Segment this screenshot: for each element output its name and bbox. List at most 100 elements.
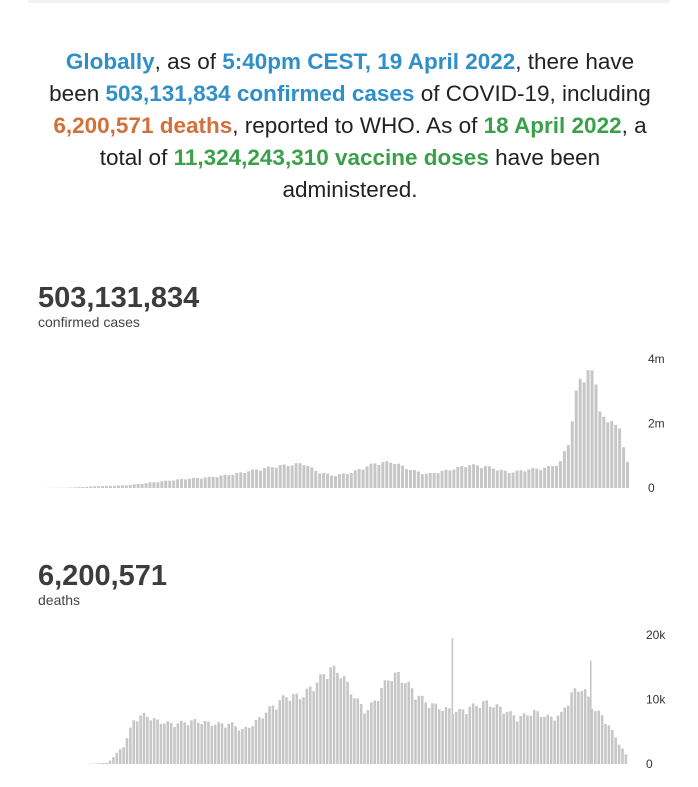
bar xyxy=(254,719,258,764)
bar xyxy=(210,725,214,764)
bar xyxy=(626,461,630,488)
bar xyxy=(491,468,495,488)
bar xyxy=(258,717,261,764)
bar xyxy=(594,384,598,488)
bar xyxy=(420,474,424,488)
bar xyxy=(434,703,438,764)
bar xyxy=(334,476,337,488)
bar xyxy=(339,678,343,764)
bar xyxy=(270,467,274,488)
bar xyxy=(555,465,558,488)
bar xyxy=(400,682,404,764)
bar xyxy=(109,485,112,488)
global-summary: Globally, as of 5:40pm CEST, 19 April 20… xyxy=(40,46,660,206)
bar xyxy=(532,709,536,764)
bar xyxy=(349,694,353,764)
bar xyxy=(306,465,310,488)
bar xyxy=(207,476,211,488)
bar xyxy=(278,700,281,764)
bar xyxy=(547,465,551,488)
bar xyxy=(578,378,582,488)
deaths-chart-svg: 0 10k 20k xyxy=(88,628,666,771)
bar xyxy=(502,713,505,764)
bar xyxy=(169,722,173,764)
bar xyxy=(480,468,483,488)
bar xyxy=(546,714,550,764)
summary-vaccine-date: 18 April 2022 xyxy=(483,113,622,138)
bar xyxy=(594,711,597,764)
bar xyxy=(146,716,149,764)
bar xyxy=(193,719,197,764)
bar xyxy=(115,752,119,764)
bar xyxy=(81,487,85,488)
bar xyxy=(89,486,93,488)
bar xyxy=(268,706,271,764)
bar xyxy=(148,482,152,488)
bar xyxy=(468,465,472,488)
bar xyxy=(590,708,594,764)
bar xyxy=(558,461,562,488)
bar xyxy=(244,726,248,764)
bar xyxy=(239,472,243,488)
bar xyxy=(606,422,610,488)
bar xyxy=(369,463,373,488)
bar xyxy=(302,465,306,488)
bar xyxy=(487,466,491,488)
bar xyxy=(286,466,290,488)
bar xyxy=(359,703,363,764)
bar xyxy=(365,466,369,488)
bar xyxy=(235,472,239,488)
bar xyxy=(460,466,464,488)
bar xyxy=(452,469,456,488)
bar xyxy=(230,722,234,764)
spike-bar xyxy=(589,660,592,764)
bar xyxy=(251,469,255,488)
bar xyxy=(288,700,292,764)
bar xyxy=(346,681,349,764)
bar xyxy=(262,468,266,488)
y-tick-label: 0 xyxy=(646,757,653,771)
bar xyxy=(531,468,535,488)
bar xyxy=(356,698,360,764)
bar xyxy=(526,715,529,764)
y-tick-label: 20k xyxy=(646,628,666,642)
bar xyxy=(274,467,278,488)
bar xyxy=(562,451,566,488)
bar xyxy=(191,477,195,488)
bar xyxy=(454,711,458,764)
bar xyxy=(483,466,487,488)
bar xyxy=(482,701,485,764)
cases-stat: 503,131,834 confirmed cases xyxy=(38,282,199,330)
bar xyxy=(342,676,346,764)
bar xyxy=(73,487,77,488)
bar xyxy=(461,709,465,764)
bar xyxy=(511,472,515,488)
bar xyxy=(152,718,156,764)
bar xyxy=(440,470,444,488)
bar xyxy=(234,726,237,764)
bar xyxy=(551,466,555,488)
bar xyxy=(353,470,357,488)
bar xyxy=(539,716,543,764)
bar xyxy=(553,720,556,764)
bar xyxy=(135,721,139,764)
bar xyxy=(485,700,489,764)
bar xyxy=(315,682,319,764)
bar xyxy=(495,470,499,488)
bar xyxy=(159,723,163,764)
bar xyxy=(393,464,397,488)
bar xyxy=(414,699,417,764)
bar xyxy=(196,722,200,764)
bar xyxy=(456,466,460,488)
bar xyxy=(515,470,519,488)
bar xyxy=(271,705,275,764)
bar xyxy=(166,721,169,764)
bar xyxy=(624,754,628,764)
bar xyxy=(580,691,584,764)
bar xyxy=(160,481,164,488)
bar xyxy=(302,697,305,764)
bar xyxy=(140,483,144,488)
bar xyxy=(149,720,153,764)
bar xyxy=(219,475,223,488)
bar xyxy=(582,382,586,488)
